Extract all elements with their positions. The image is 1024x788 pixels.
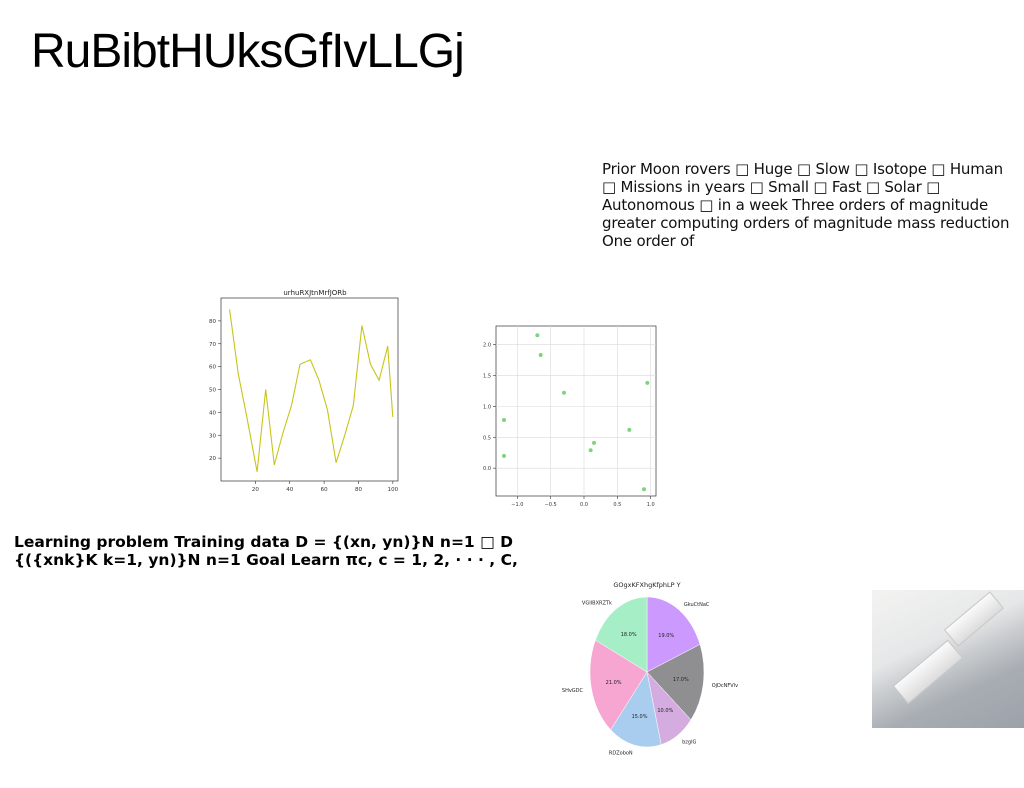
pie-slice-pct: 10.0% xyxy=(657,708,673,714)
scatter-y-tick-label: 1.5 xyxy=(483,373,491,379)
scatter-x-tick-label: −0.5 xyxy=(545,502,557,508)
line-y-tick-label: 70 xyxy=(209,342,216,348)
scatter-y-tick-label: 2.0 xyxy=(483,343,491,349)
moon-rovers-paragraph: Prior Moon rovers □ Huge □ Slow □ Isotop… xyxy=(602,160,1010,250)
scatter-chart: −1.0 −0.5 0.0 0.5 1.0 0.0 0.5 1.0 1.5 2.0 xyxy=(483,325,657,508)
scatter-x-tick-label: 1.0 xyxy=(647,502,655,508)
scatter-x-tick-label: −1.0 xyxy=(511,502,523,508)
scatter-point xyxy=(562,390,566,395)
scatter-x-tick-label: 0.0 xyxy=(580,502,588,508)
line-y-tick-label: 80 xyxy=(209,319,216,325)
photo-step-block-upper xyxy=(943,591,1005,647)
scatter-chart-frame xyxy=(495,325,657,497)
line-chart-frame xyxy=(220,297,399,482)
line-y-tick-label: 20 xyxy=(209,456,216,462)
line-chart-title: urhuRXJtnMrfJORb xyxy=(283,289,347,297)
pie-slice-pct: 17.0% xyxy=(673,677,689,683)
scatter-point xyxy=(642,487,646,492)
scatter-y-tick-label: 1.0 xyxy=(483,404,491,410)
line-y-tick-label: 30 xyxy=(209,433,216,439)
line-y-tick-label: 40 xyxy=(209,410,216,416)
floor-photo xyxy=(872,590,1024,728)
pie-slice xyxy=(610,671,662,748)
line-x-tick-label: 100 xyxy=(388,487,399,493)
scatter-y-tick-label: 0.5 xyxy=(483,435,491,441)
pie-slice-label: GkuCtNaC xyxy=(684,602,710,608)
photo-step-block-lower xyxy=(892,639,964,705)
line-x-tick-label: 20 xyxy=(252,487,259,493)
pie-slice xyxy=(646,596,701,673)
scatter-point xyxy=(592,440,596,445)
pie-slice xyxy=(595,596,648,673)
pie-slice-label: VGIIBXRZTk xyxy=(582,600,612,606)
pie-slice-label: RDZoboN xyxy=(609,751,633,757)
line-x-tick-label: 60 xyxy=(321,487,328,493)
scatter-point xyxy=(502,453,506,458)
pie-slice xyxy=(646,644,705,721)
scatter-x-tick-label: 0.5 xyxy=(613,502,621,508)
line-y-tick-label: 60 xyxy=(209,365,216,371)
line-chart: urhuRXJtnMrfJORb 20 30 40 50 60 70 80 20 40 60 80… xyxy=(209,289,399,493)
pie-chart: GOgxKFXhgKfphLP Y 19.0% GkuCtNaC 17.0% OjDc… xyxy=(562,581,738,757)
line-x-tick-label: 80 xyxy=(355,487,362,493)
pie-slice-label: SHvGDC xyxy=(562,688,584,694)
pie-slice-pct: 18.0% xyxy=(621,632,637,638)
pie-chart-title: GOgxKFXhgKfphLP Y xyxy=(613,581,680,589)
scatter-y-tick-label: 0.0 xyxy=(483,466,491,472)
line-y-tick-label: 50 xyxy=(209,388,216,394)
scatter-point xyxy=(538,353,543,358)
scatter-point xyxy=(535,333,540,338)
line-x-tick-label: 40 xyxy=(286,487,293,493)
pie-slice-label: OjDcNFVlv xyxy=(712,683,738,689)
pie-slice-pct: 21.0% xyxy=(606,680,622,686)
scatter-point xyxy=(502,417,506,422)
line-series xyxy=(229,309,394,472)
learning-problem-paragraph: Learning problem Training data D = {(xn,… xyxy=(14,533,518,569)
pie-slice-label: bzglG xyxy=(682,740,696,746)
page-title: RuBibtHUksGfIvLLGj xyxy=(31,25,465,78)
pie-slice-pct: 15.0% xyxy=(632,714,648,720)
pie-slice xyxy=(589,639,648,731)
scatter-point xyxy=(627,427,632,432)
pie-slice-pct: 19.0% xyxy=(658,633,674,639)
scatter-point xyxy=(645,380,650,385)
scatter-point xyxy=(588,448,593,453)
